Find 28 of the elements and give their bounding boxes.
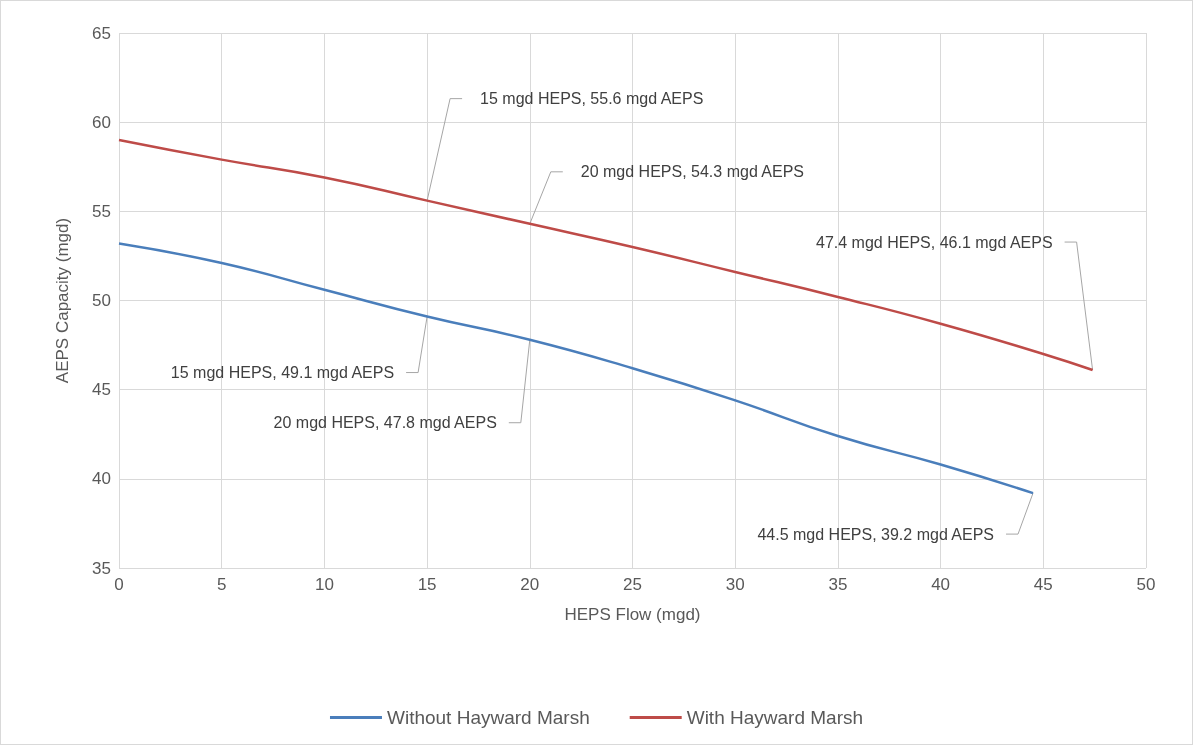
x-tick-label: 30 xyxy=(725,575,745,594)
x-tick-label: 20 xyxy=(520,575,540,594)
x-tick-label: 45 xyxy=(1033,575,1053,594)
annotation: 44.5 mgd HEPS, 39.2 mgd AEPS xyxy=(757,525,995,543)
x-tick-label: 10 xyxy=(314,575,334,594)
y-tick-label: 55 xyxy=(92,201,111,221)
x-tick-label: 40 xyxy=(931,575,951,594)
y-tick-label: 65 xyxy=(92,23,111,43)
annotation: 15 mgd HEPS, 49.1 mgd AEPS xyxy=(170,364,395,382)
annotation: 47.4 mgd HEPS, 46.1 mgd AEPS xyxy=(816,233,1053,251)
x-tick-label: 35 xyxy=(828,575,848,594)
legend-label: With Hayward Marsh xyxy=(686,707,864,728)
y-tick-label: 35 xyxy=(92,558,111,578)
y-axis-title: AEPS Capacity (mgd) xyxy=(53,217,72,384)
x-tick-label: 25 xyxy=(623,575,642,594)
annotation: 20 mgd HEPS, 54.3 mgd AEPS xyxy=(580,163,805,181)
x-axis-title: HEPS Flow (mgd) xyxy=(564,605,701,624)
x-tick-label: 0 xyxy=(114,575,124,594)
annotation: 20 mgd HEPS, 47.8 mgd AEPS xyxy=(273,414,497,432)
y-tick-label: 50 xyxy=(92,291,111,310)
y-tick-label: 45 xyxy=(92,380,111,400)
legend-label: Without Hayward Marsh xyxy=(386,707,590,728)
x-tick-label: 15 xyxy=(417,575,437,594)
annotation: 15 mgd HEPS, 55.6 mgd AEPS xyxy=(480,90,704,108)
x-tick-label: 5 xyxy=(216,575,227,594)
y-tick-label: 60 xyxy=(92,112,111,132)
y-tick-label: 40 xyxy=(92,469,111,489)
x-tick-label: 50 xyxy=(1136,575,1156,594)
